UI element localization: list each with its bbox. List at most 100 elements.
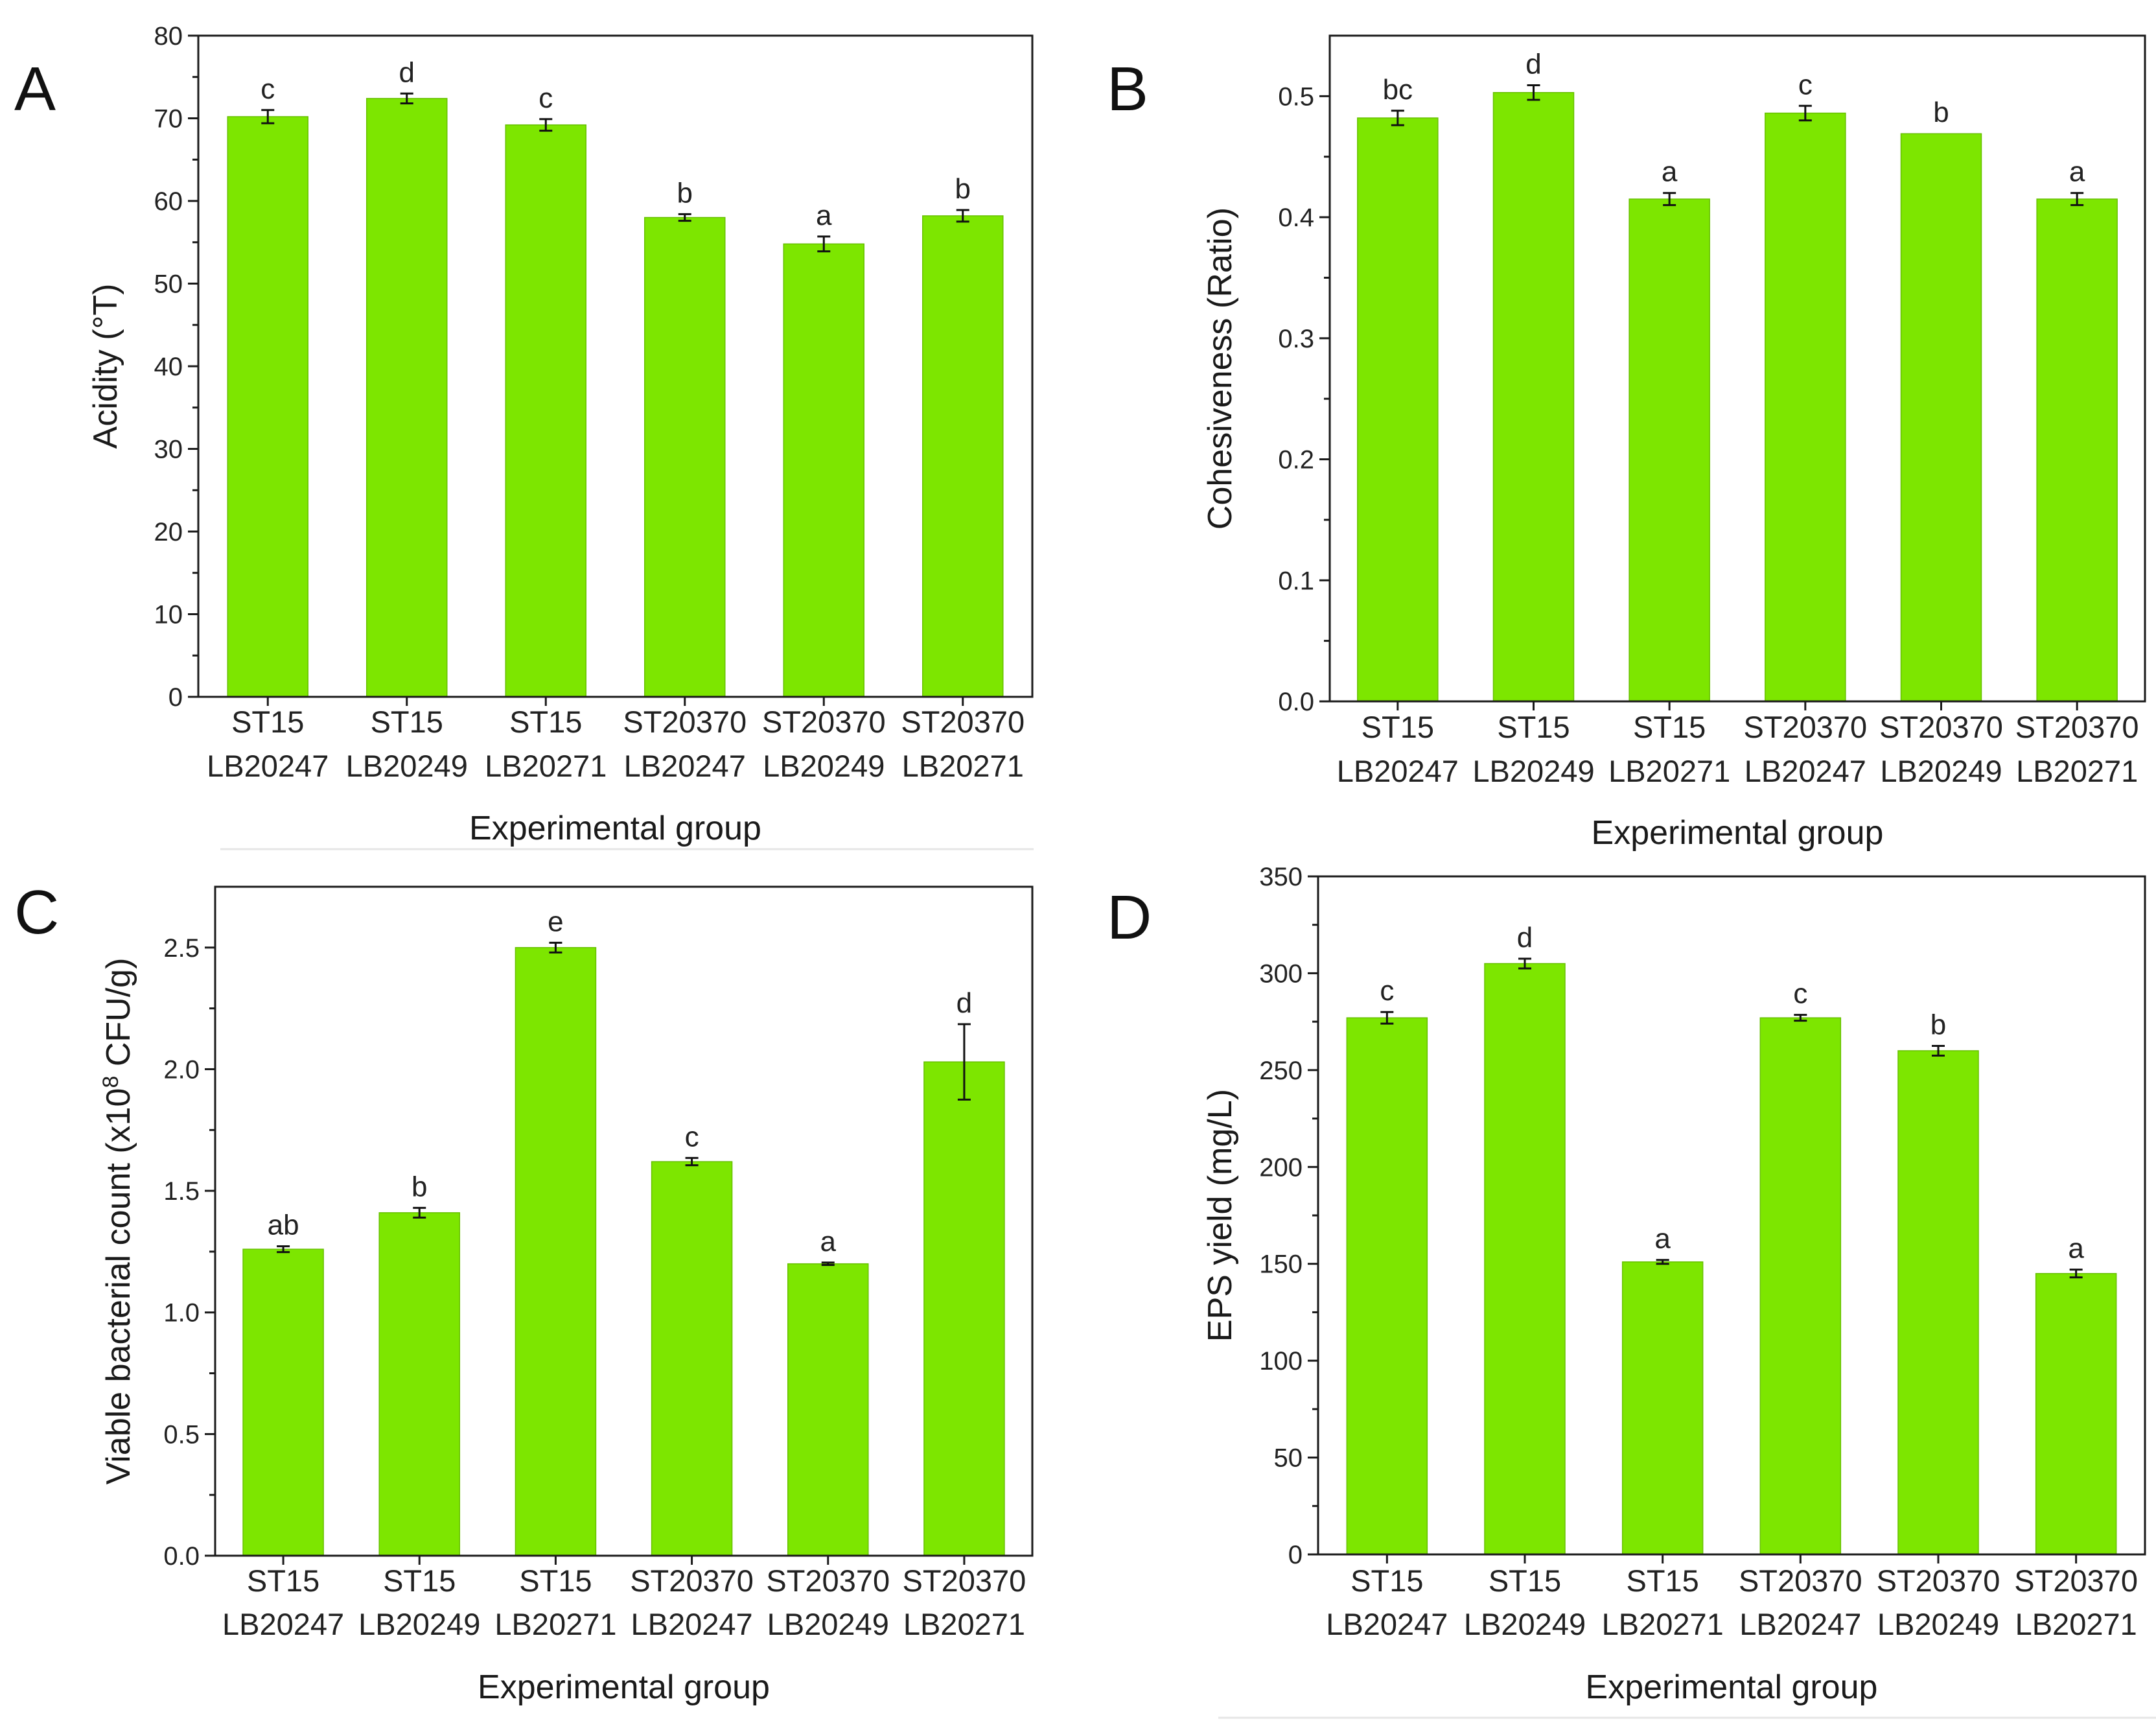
panel-letter: B: [1107, 54, 1148, 124]
y-tick-label: 50: [1274, 1444, 1303, 1473]
chart-panel-d: D 0 50 100 150 200 250 300 350 c ST15 LB20247 d ST15 L…: [1107, 863, 2146, 1706]
y-tick-label: 250: [1259, 1057, 1303, 1085]
x-category-label-line1: ST20370: [903, 1563, 1026, 1598]
bar: [922, 215, 1004, 697]
x-axis-title: Experimental group: [478, 1668, 770, 1706]
y-tick-label: 100: [1259, 1347, 1303, 1376]
significance-label: bc: [1383, 74, 1413, 106]
significance-label: ab: [268, 1210, 299, 1241]
significance-label: d: [956, 987, 972, 1019]
x-category-label-line2: LB20247: [207, 749, 329, 783]
error-bar: [549, 941, 562, 954]
bar: [1346, 1017, 1428, 1555]
error-bar: [400, 92, 413, 105]
x-category-label-line1: ST15: [371, 705, 443, 739]
x-category-label-line1: ST15: [1497, 710, 1570, 744]
x-category-label-line2: LB20247: [1326, 1607, 1448, 1641]
significance-label: a: [816, 200, 832, 231]
error-bar: [817, 235, 831, 253]
x-category-label-line2: LB20249: [1880, 754, 2002, 788]
x-category-label-line2: LB20271: [494, 1607, 616, 1641]
x-category-label-line1: ST20370: [1879, 710, 2003, 744]
error-bar: [1798, 104, 1812, 122]
error-bar: [1380, 1011, 1394, 1025]
error-bar: [261, 109, 275, 124]
error-bar: [678, 213, 691, 222]
y-tick-label: 1.5: [163, 1177, 200, 1206]
x-category-label-line1: ST15: [383, 1563, 456, 1598]
bar: [651, 1161, 733, 1556]
x-category-label-line2: LB20271: [1608, 754, 1730, 788]
bar: [2036, 198, 2118, 702]
bar: [505, 124, 586, 697]
x-category-label-line1: ST15: [1362, 710, 1434, 744]
chart-panel-a: A 0 10 20 30 40 50 60 70 80 c ST15 LB20247 d ST15 LB202…: [14, 22, 1034, 847]
bar: [366, 98, 448, 697]
panel-letter: C: [14, 878, 59, 947]
x-category-label-line2: LB20247: [631, 1607, 752, 1641]
panel-letter: A: [14, 54, 56, 124]
y-axis-title: EPS yield (mg/L): [1201, 1089, 1239, 1342]
y-tick-label: 80: [154, 22, 183, 51]
bar: [515, 947, 597, 1556]
y-tick-label: 300: [1259, 959, 1303, 988]
x-category-label-line1: ST15: [1626, 1563, 1698, 1598]
significance-label: a: [1654, 1223, 1671, 1255]
x-category-label-line1: ST15: [231, 705, 304, 739]
x-category-label-line1: ST15: [247, 1563, 319, 1598]
bar: [923, 1061, 1005, 1556]
x-category-label-line2: LB20249: [346, 749, 468, 783]
x-category-label-line2: LB20247: [222, 1607, 344, 1641]
error-bar: [2069, 1269, 2083, 1279]
bar: [1621, 1261, 1704, 1555]
plot-frame: [1317, 875, 2146, 1556]
significance-label: d: [1525, 49, 1541, 80]
error-bar: [956, 209, 969, 223]
x-category-label-line2: LB20271: [485, 749, 607, 783]
y-tick-label: 2.0: [163, 1055, 200, 1084]
bar: [1897, 1050, 1979, 1555]
bar: [1759, 1017, 1842, 1555]
error-bar: [2070, 192, 2084, 206]
y-tick-label: 0.5: [1278, 82, 1314, 111]
error-bar: [1391, 110, 1404, 126]
bar: [1900, 133, 1982, 702]
y-axis-title: Cohesiveness (Ratio): [1201, 207, 1239, 530]
error-bar: [1527, 84, 1540, 101]
y-tick-label: 2.5: [163, 934, 200, 963]
plot-frame: [197, 34, 1034, 698]
error-bar: [957, 1023, 971, 1101]
bar: [783, 243, 864, 697]
significance-label: d: [1517, 922, 1533, 954]
y-tick-label: 0.3: [1278, 325, 1314, 353]
x-category-label-line1: ST15: [1489, 1563, 1561, 1598]
y-axis-title-main: Viable bacterial count (x10: [100, 1088, 137, 1485]
x-category-label-line1: ST15: [1633, 710, 1706, 744]
significance-label: c: [261, 73, 275, 105]
y-tick-label: 0.4: [1278, 204, 1314, 232]
x-category-label-line1: ST20370: [1739, 1563, 1862, 1598]
y-tick-label: 0.5: [163, 1420, 200, 1449]
x-category-label-line1: ST15: [509, 705, 582, 739]
bar: [2035, 1272, 2117, 1555]
x-category-label-line2: LB20247: [624, 749, 746, 783]
significance-label: a: [1662, 156, 1678, 188]
x-category-label-line2: LB20247: [1745, 754, 1866, 788]
y-tick-label: 0.0: [163, 1542, 200, 1571]
y-tick-label: 70: [154, 105, 183, 134]
significance-label: c: [539, 82, 553, 114]
x-category-label-line2: LB20271: [902, 749, 1024, 783]
x-category-label-line2: LB20271: [903, 1607, 1025, 1641]
x-category-label-line1: ST15: [1350, 1563, 1423, 1598]
plot-frame: [1328, 34, 2146, 703]
panel-letter: D: [1107, 883, 1152, 952]
y-tick-label: 30: [154, 436, 183, 464]
chart-panel-c: C 0.0 0.5 1.0 1.5 2.0 2.5 ab ST15 LB20247 b ST15 LB2…: [14, 878, 1034, 1706]
significance-label: b: [955, 173, 971, 205]
y-tick-label: 50: [154, 270, 183, 299]
error-bar: [1663, 192, 1676, 206]
significance-label: c: [1798, 69, 1813, 100]
x-category-label-line2: LB20247: [1739, 1607, 1861, 1641]
error-bar: [1518, 957, 1531, 970]
significance-label: b: [1930, 1009, 1946, 1041]
